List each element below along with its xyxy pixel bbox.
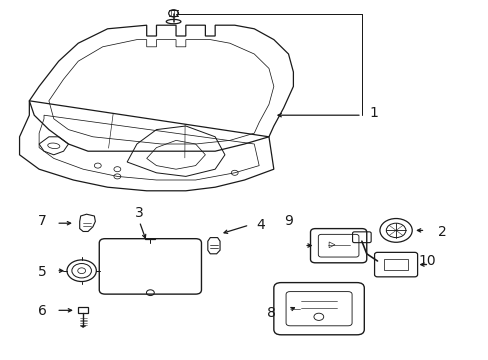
Text: 9: 9 bbox=[284, 215, 293, 228]
Text: 6: 6 bbox=[38, 305, 46, 318]
Text: 8: 8 bbox=[267, 306, 276, 320]
Text: 2: 2 bbox=[437, 225, 446, 239]
Text: 5: 5 bbox=[38, 265, 46, 279]
Text: 4: 4 bbox=[256, 218, 265, 232]
Text: 10: 10 bbox=[417, 254, 435, 268]
Text: 1: 1 bbox=[368, 107, 377, 120]
Bar bbox=[78, 307, 88, 313]
Polygon shape bbox=[80, 326, 86, 328]
Bar bbox=[383, 259, 407, 270]
Text: 3: 3 bbox=[135, 206, 143, 220]
Text: 7: 7 bbox=[38, 215, 46, 228]
